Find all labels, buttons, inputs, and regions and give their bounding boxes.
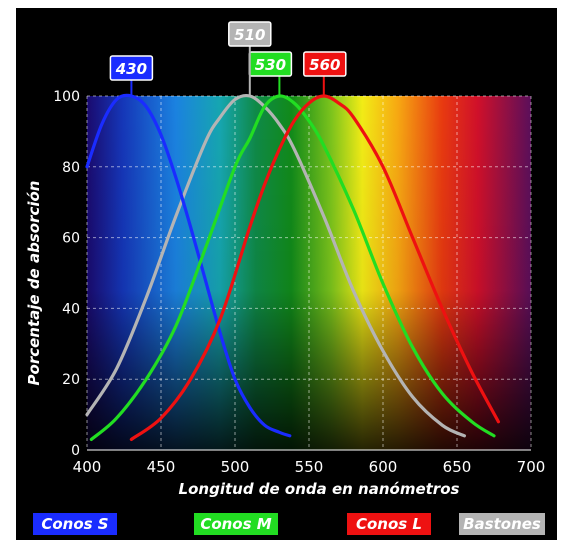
legend-item-conos-l: Conos L <box>347 513 431 535</box>
legend-label: Conos S <box>41 515 108 533</box>
legend-item-conos-s: Conos S <box>33 513 117 535</box>
legend-label: Bastones <box>463 515 541 533</box>
absorption-chart: 400 450 500 550 600 650 700 0 20 40 60 80 100 430 53… <box>25 21 546 535</box>
peak-box <box>109 55 154 81</box>
grid-lines <box>86 95 532 451</box>
y-axis-label: Porcentaje de absorción <box>25 181 43 386</box>
legend-item-bastones: Bastones <box>459 513 545 535</box>
x-tick-label: 500 <box>221 458 250 476</box>
legend-item-conos-m: Conos M <box>194 513 278 535</box>
curve-conos-m <box>89 94 496 441</box>
peak-label: 530 <box>255 56 286 74</box>
chart-frame: 400 450 500 550 600 650 700 0 20 40 60 80 100 430 53… <box>16 8 557 540</box>
x-tick-label: 600 <box>369 458 398 476</box>
x-axis-ticks: 400 450 500 550 600 650 700 <box>73 458 546 476</box>
x-tick-label: 650 <box>443 458 472 476</box>
y-tick-label: 100 <box>53 89 80 105</box>
y-tick-label: 20 <box>62 372 80 388</box>
peak-labels: 430 530 560 510 <box>109 21 347 96</box>
x-axis-label: Longitud de onda en nanómetros <box>179 480 460 498</box>
peak-label: 560 <box>309 56 340 74</box>
peak-label: 430 <box>115 60 147 78</box>
x-tick-label: 400 <box>73 458 102 476</box>
x-tick-label: 550 <box>295 458 324 476</box>
absorption-curves <box>85 93 500 441</box>
legend-swatch <box>194 513 278 535</box>
legend-swatch <box>33 513 117 535</box>
curve-conos-l <box>129 94 500 441</box>
legend: Conos S Conos M Conos L Bastones <box>33 513 545 535</box>
peak-label: 510 <box>234 26 265 44</box>
x-tick-label: 700 <box>517 458 546 476</box>
legend-swatch <box>459 513 545 535</box>
x-tick-label: 450 <box>147 458 176 476</box>
peak-box <box>228 21 272 47</box>
legend-label: Conos L <box>356 515 422 533</box>
y-tick-label: 60 <box>62 231 80 247</box>
legend-label: Conos M <box>200 515 271 533</box>
y-tick-label: 40 <box>62 301 80 317</box>
y-tick-label: 80 <box>62 160 80 176</box>
y-tick-label: 0 <box>71 443 80 459</box>
legend-swatch <box>347 513 431 535</box>
y-axis-ticks: 0 20 40 60 80 100 <box>53 89 80 459</box>
curve-conos-s <box>85 93 292 438</box>
peak-box <box>303 51 347 77</box>
